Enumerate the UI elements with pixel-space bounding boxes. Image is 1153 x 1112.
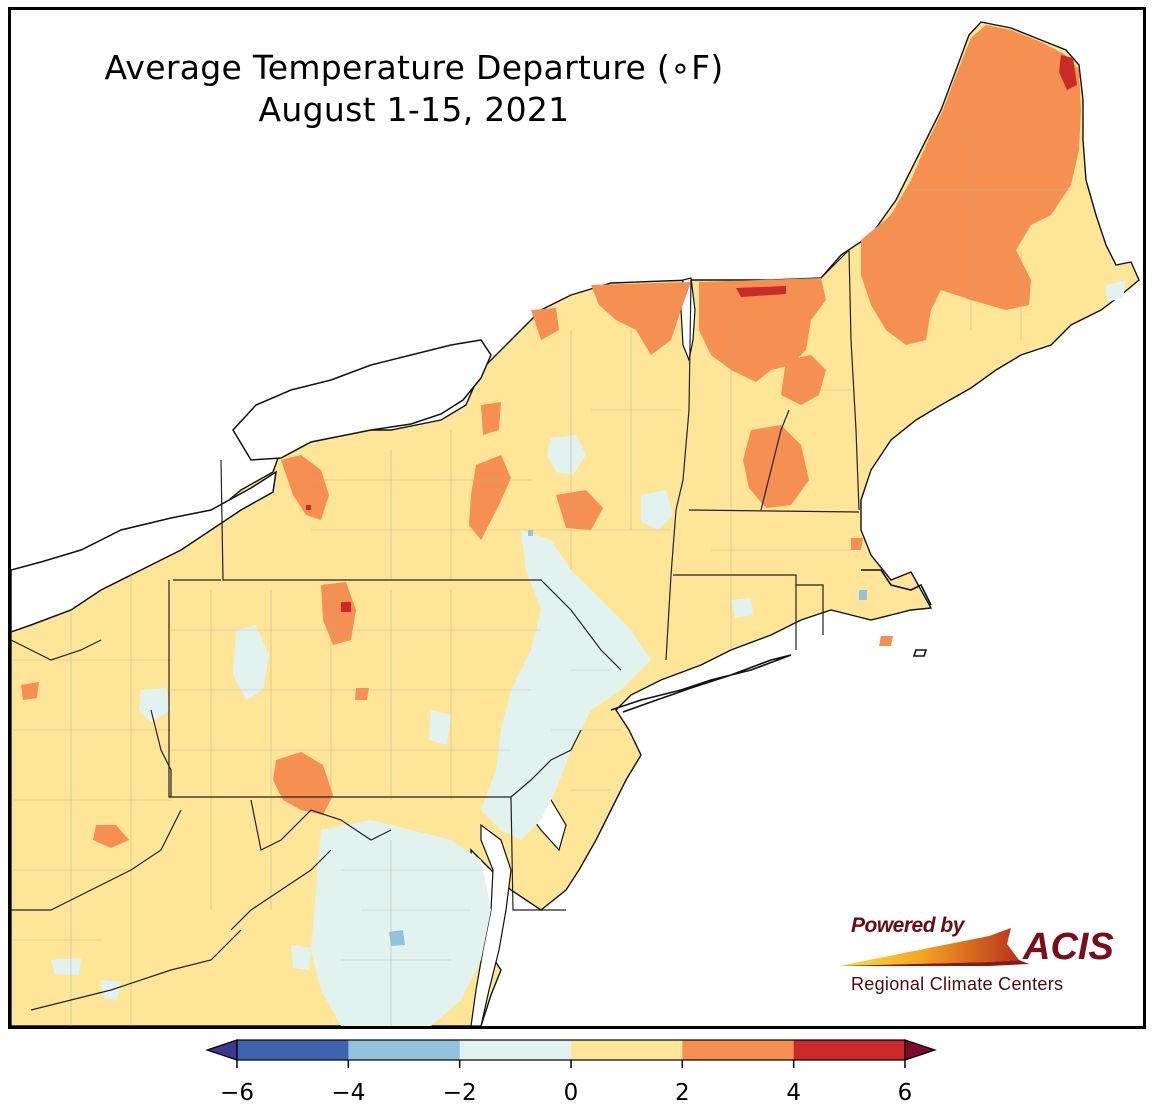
colorbar-bin [682, 1040, 795, 1060]
colorbar-bin [459, 1040, 572, 1060]
colorbar-tick-label: −4 [331, 1080, 366, 1106]
colorbar-tick-label: 2 [675, 1080, 690, 1106]
colorbar-tick-label: 6 [897, 1080, 913, 1106]
map-frame: Average Temperature Departure (∘F) Augus… [8, 7, 1146, 1029]
cold-areas [389, 530, 867, 946]
acis-swoosh-icon [839, 928, 1029, 966]
colorbar [205, 1039, 937, 1068]
hot-areas [306, 55, 1077, 612]
map-subtitle: August 1-15, 2021 [258, 90, 570, 129]
colorbar-bin [571, 1040, 683, 1060]
chesapeake-bay [470, 823, 512, 1026]
colorbar-tick-label: −6 [220, 1080, 254, 1106]
colorbar-under-arrow [205, 1039, 238, 1061]
colorbar-tick-label: 4 [786, 1080, 801, 1106]
colorbar-tick-label: 0 [563, 1080, 579, 1106]
acis-logo: Powered by ACIS Regional Climate Centers [839, 910, 1129, 1005]
cool-areas [51, 280, 1126, 1026]
lake-ontario [232, 339, 492, 461]
lake-erie [11, 470, 277, 633]
logo-acis: ACIS [1023, 926, 1114, 968]
colorbar-tick-label: −2 [442, 1080, 477, 1106]
county-lines [11, 130, 1071, 1026]
colorbar-over-arrow [904, 1039, 937, 1061]
temperature-map [11, 10, 1143, 1026]
colorbar-bin [237, 1040, 349, 1060]
map-title: Average Temperature Departure (∘F) [104, 48, 724, 87]
colorbar-bin [348, 1040, 461, 1060]
logo-subtitle: Regional Climate Centers [851, 974, 1064, 994]
colorbar-bin [793, 1040, 906, 1060]
logo-powered-by: Powered by [851, 914, 964, 937]
state-borders [11, 248, 860, 1011]
coastline [610, 569, 932, 713]
